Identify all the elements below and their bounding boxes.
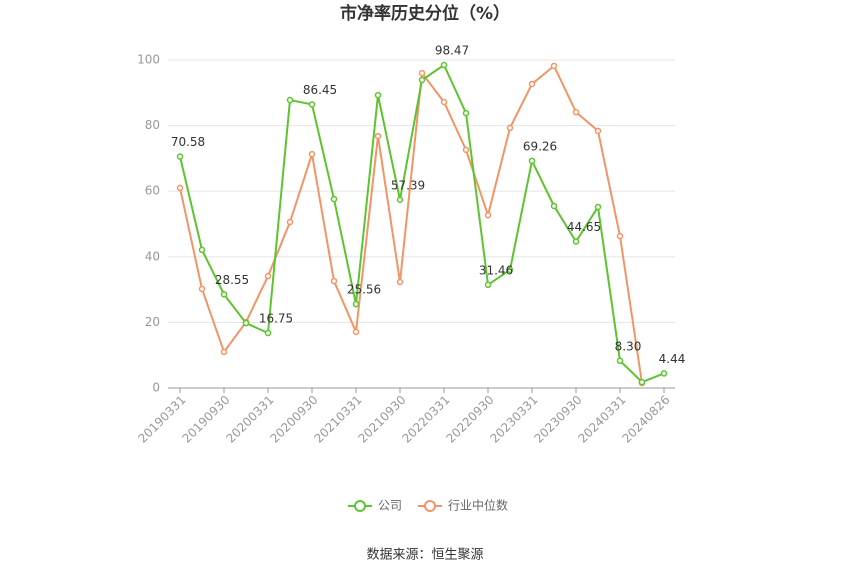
- point: [308, 150, 316, 158]
- data-label: 70.58: [171, 135, 205, 149]
- y-tick-label: 40: [145, 249, 160, 263]
- legend-marker: [424, 500, 436, 512]
- point: [308, 101, 316, 108]
- source: 数据来源：恒生聚源: [366, 548, 483, 563]
- data-label: 8.30: [615, 339, 642, 353]
- legend-label: 行业中位数: [448, 498, 508, 513]
- chart-title: 市净率历史分位（%）: [340, 3, 510, 24]
- point: [528, 157, 536, 165]
- point: [484, 211, 492, 219]
- point: [594, 203, 602, 211]
- data-label: 98.47: [435, 44, 469, 58]
- point: [286, 218, 294, 226]
- series-line: [179, 64, 643, 384]
- legend-label: 公司: [378, 499, 402, 513]
- y-tick-label: 20: [145, 315, 160, 329]
- y-tick-label: 60: [145, 184, 160, 198]
- point: [528, 80, 536, 88]
- point: [506, 124, 514, 132]
- point: [616, 232, 624, 240]
- point: [396, 278, 404, 286]
- data-label: 28.55: [215, 273, 249, 287]
- point: [330, 277, 338, 285]
- data-label: 25.56: [347, 283, 381, 297]
- point: [352, 328, 360, 336]
- point: [198, 285, 206, 293]
- data-label: 31.46: [479, 263, 513, 277]
- point: [418, 69, 426, 77]
- point: [176, 184, 184, 192]
- point: [462, 146, 470, 154]
- point: [418, 76, 426, 84]
- point: [550, 62, 558, 70]
- point: [396, 196, 404, 204]
- data-label: 86.45: [303, 83, 337, 97]
- point: [484, 281, 492, 289]
- y-tick-label: 80: [145, 118, 160, 132]
- point: [242, 319, 250, 327]
- point: [330, 195, 338, 203]
- point: [264, 272, 272, 280]
- point: [352, 300, 360, 308]
- point: [594, 127, 602, 135]
- point: [572, 108, 580, 116]
- point: [176, 153, 184, 160]
- point: [660, 370, 668, 377]
- x-tick-label: 20240826: [620, 393, 673, 446]
- legend-marker: [354, 500, 366, 512]
- point: [550, 202, 558, 210]
- point: [374, 132, 382, 140]
- point: [220, 348, 228, 356]
- point: [264, 329, 272, 337]
- data-label: 4.44: [659, 352, 686, 366]
- point: [374, 91, 382, 99]
- y-tick-label: 100: [137, 53, 160, 67]
- point: [616, 357, 624, 365]
- point: [220, 291, 228, 298]
- y-tick-label: 0: [152, 381, 160, 395]
- point: [440, 98, 448, 106]
- data-label: 57.39: [391, 178, 425, 192]
- point: [462, 109, 470, 117]
- point: [572, 238, 580, 245]
- point: [506, 266, 514, 274]
- point: [198, 246, 206, 254]
- point: [286, 96, 294, 104]
- data-label: 69.26: [523, 139, 557, 153]
- point: [638, 378, 646, 386]
- data-label: 16.75: [259, 312, 293, 326]
- point: [440, 61, 448, 69]
- data-label: 44.65: [567, 220, 601, 234]
